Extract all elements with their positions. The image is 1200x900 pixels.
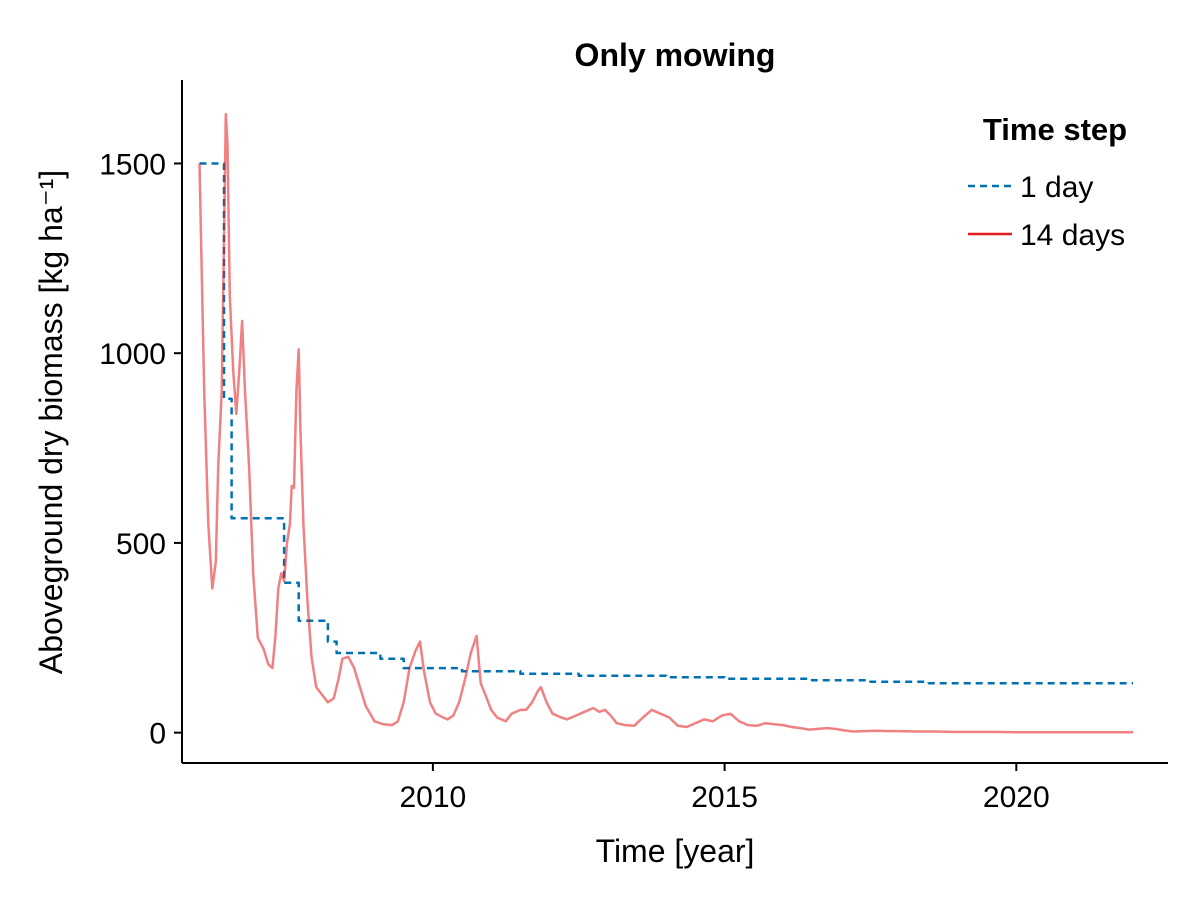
y-tick-label: 0 [149, 718, 166, 751]
y-tick-label: 1500 [99, 148, 166, 181]
legend-label-14-days: 14 days [1020, 219, 1125, 252]
legend: Time step 1 day 14 days [968, 112, 1127, 252]
axes [181, 80, 1168, 764]
y-tick-label: 500 [116, 528, 166, 561]
series-line-14-days [198, 112, 1133, 734]
y-tick-label: 1000 [99, 338, 166, 371]
x-tick-label: 2020 [983, 781, 1050, 814]
y-ticks: 0 500 1000 1500 [99, 148, 182, 751]
plot-area [198, 112, 1133, 734]
legend-label-1-day: 1 day [1020, 171, 1093, 204]
x-ticks: 2010 2015 2020 [400, 763, 1050, 814]
x-axis-label: Time [year] [596, 833, 755, 869]
chart-title: Only mowing [575, 37, 776, 73]
x-tick-label: 2015 [691, 781, 758, 814]
x-tick-label: 2010 [400, 781, 467, 814]
series-line-1-day [199, 162, 1133, 685]
y-axis-label: Aboveground dry biomass [kg ha⁻¹] [33, 170, 69, 674]
legend-title: Time step [983, 112, 1127, 147]
